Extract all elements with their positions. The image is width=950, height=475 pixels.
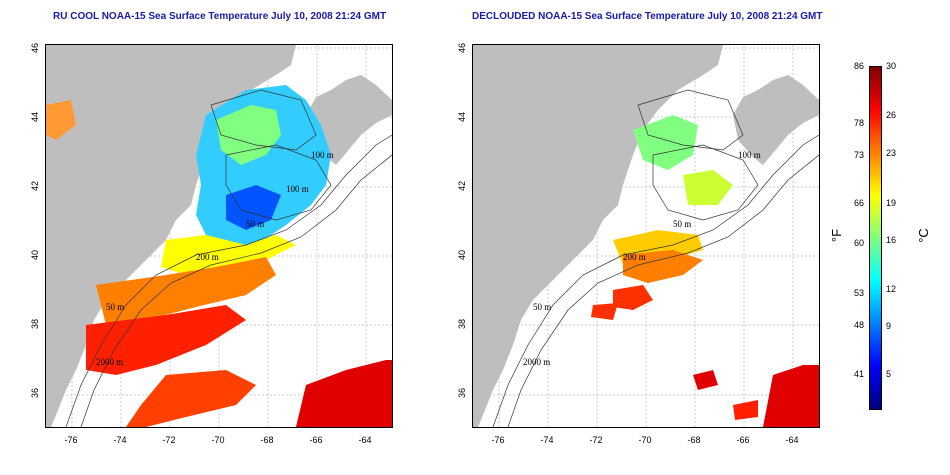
lon-tick: -74 (113, 435, 127, 445)
lat-tick: 44 (30, 112, 40, 123)
lon-tick: -64 (785, 435, 799, 445)
lat-tick: 38 (30, 319, 40, 330)
colorbar-tick-f: 41 (853, 369, 864, 379)
contour-label: 100 m (286, 184, 309, 194)
colorbar-tick-f: 73 (853, 150, 864, 160)
lon-tick: -74 (540, 435, 554, 445)
colorbar-tick-c: 9 (886, 321, 892, 331)
contour-label: 200 m (623, 252, 646, 262)
colorbar-tick-f: 48 (853, 320, 864, 330)
temperature-colorbar (869, 66, 882, 410)
colorbar-tick-c: 12 (886, 284, 897, 294)
colorbar-tick-f: 86 (853, 61, 864, 71)
left-sst-map: 100 m 100 m 50 m 200 m 50 m 2000 m (45, 44, 393, 428)
left-panel-title: RU COOL NOAA-15 Sea Surface Temperature … (53, 11, 387, 22)
colorbar-tick-c: 5 (886, 369, 892, 379)
colorbar-tick-c: 30 (886, 61, 897, 71)
contour-label: 100 m (311, 150, 334, 160)
lon-tick: -66 (736, 435, 750, 445)
lat-tick: 40 (457, 250, 467, 261)
contour-label: 50 m (106, 302, 124, 312)
colorbar-tick-c: 23 (886, 148, 897, 158)
contour-label: 50 m (246, 219, 264, 229)
contour-label: 50 m (673, 219, 691, 229)
right-sst-map: 100 m 50 m 200 m 50 m 2000 m (472, 44, 820, 428)
colorbar-tick-c: 19 (886, 198, 897, 208)
contour-label: 2000 m (96, 357, 123, 367)
contour-label: 200 m (196, 252, 219, 262)
lat-tick: 46 (30, 43, 40, 54)
lat-tick: 46 (457, 43, 467, 54)
bathymetry-contours (492, 89, 819, 427)
lat-tick: 44 (457, 112, 467, 123)
right-panel-title: DECLOUDED NOAA-15 Sea Surface Temperatur… (472, 11, 823, 22)
lat-tick: 42 (457, 181, 467, 192)
lon-tick: -76 (491, 435, 505, 445)
sst-patches (46, 85, 392, 427)
colorbar-tick-f: 53 (853, 288, 864, 298)
contour-labels: 100 m 100 m 50 m 200 m 50 m 2000 m (96, 150, 334, 367)
colorbar-unit-fahrenheit: °F (829, 228, 845, 243)
lon-tick: -68 (687, 435, 701, 445)
colorbar-tick-c: 16 (886, 235, 897, 245)
land-mass (473, 45, 819, 427)
contour-label: 100 m (738, 150, 761, 160)
lon-tick: -66 (309, 435, 323, 445)
lat-tick: 42 (30, 181, 40, 192)
lon-tick: -68 (260, 435, 274, 445)
contour-label: 2000 m (523, 357, 550, 367)
lon-tick: -72 (162, 435, 176, 445)
lat-tick: 38 (457, 319, 467, 330)
contour-labels: 100 m 50 m 200 m 50 m 2000 m (523, 150, 761, 367)
lon-tick: -70 (211, 435, 225, 445)
colorbar-tick-f: 66 (853, 198, 864, 208)
lon-tick: -64 (358, 435, 372, 445)
lon-tick: -76 (64, 435, 78, 445)
colorbar-unit-celsius: °C (915, 228, 931, 243)
lat-tick: 36 (457, 388, 467, 399)
colorbar-tick-c: 26 (886, 110, 897, 120)
lon-tick: -70 (638, 435, 652, 445)
colorbar-tick-f: 78 (853, 118, 864, 128)
contour-label: 50 m (533, 302, 551, 312)
lon-tick: -72 (589, 435, 603, 445)
lat-tick: 40 (30, 250, 40, 261)
lat-tick: 36 (30, 388, 40, 399)
colorbar-tick-f: 60 (853, 238, 864, 248)
bathymetry-contours (65, 89, 392, 427)
land-mass (46, 45, 392, 427)
sst-patches (591, 115, 819, 427)
